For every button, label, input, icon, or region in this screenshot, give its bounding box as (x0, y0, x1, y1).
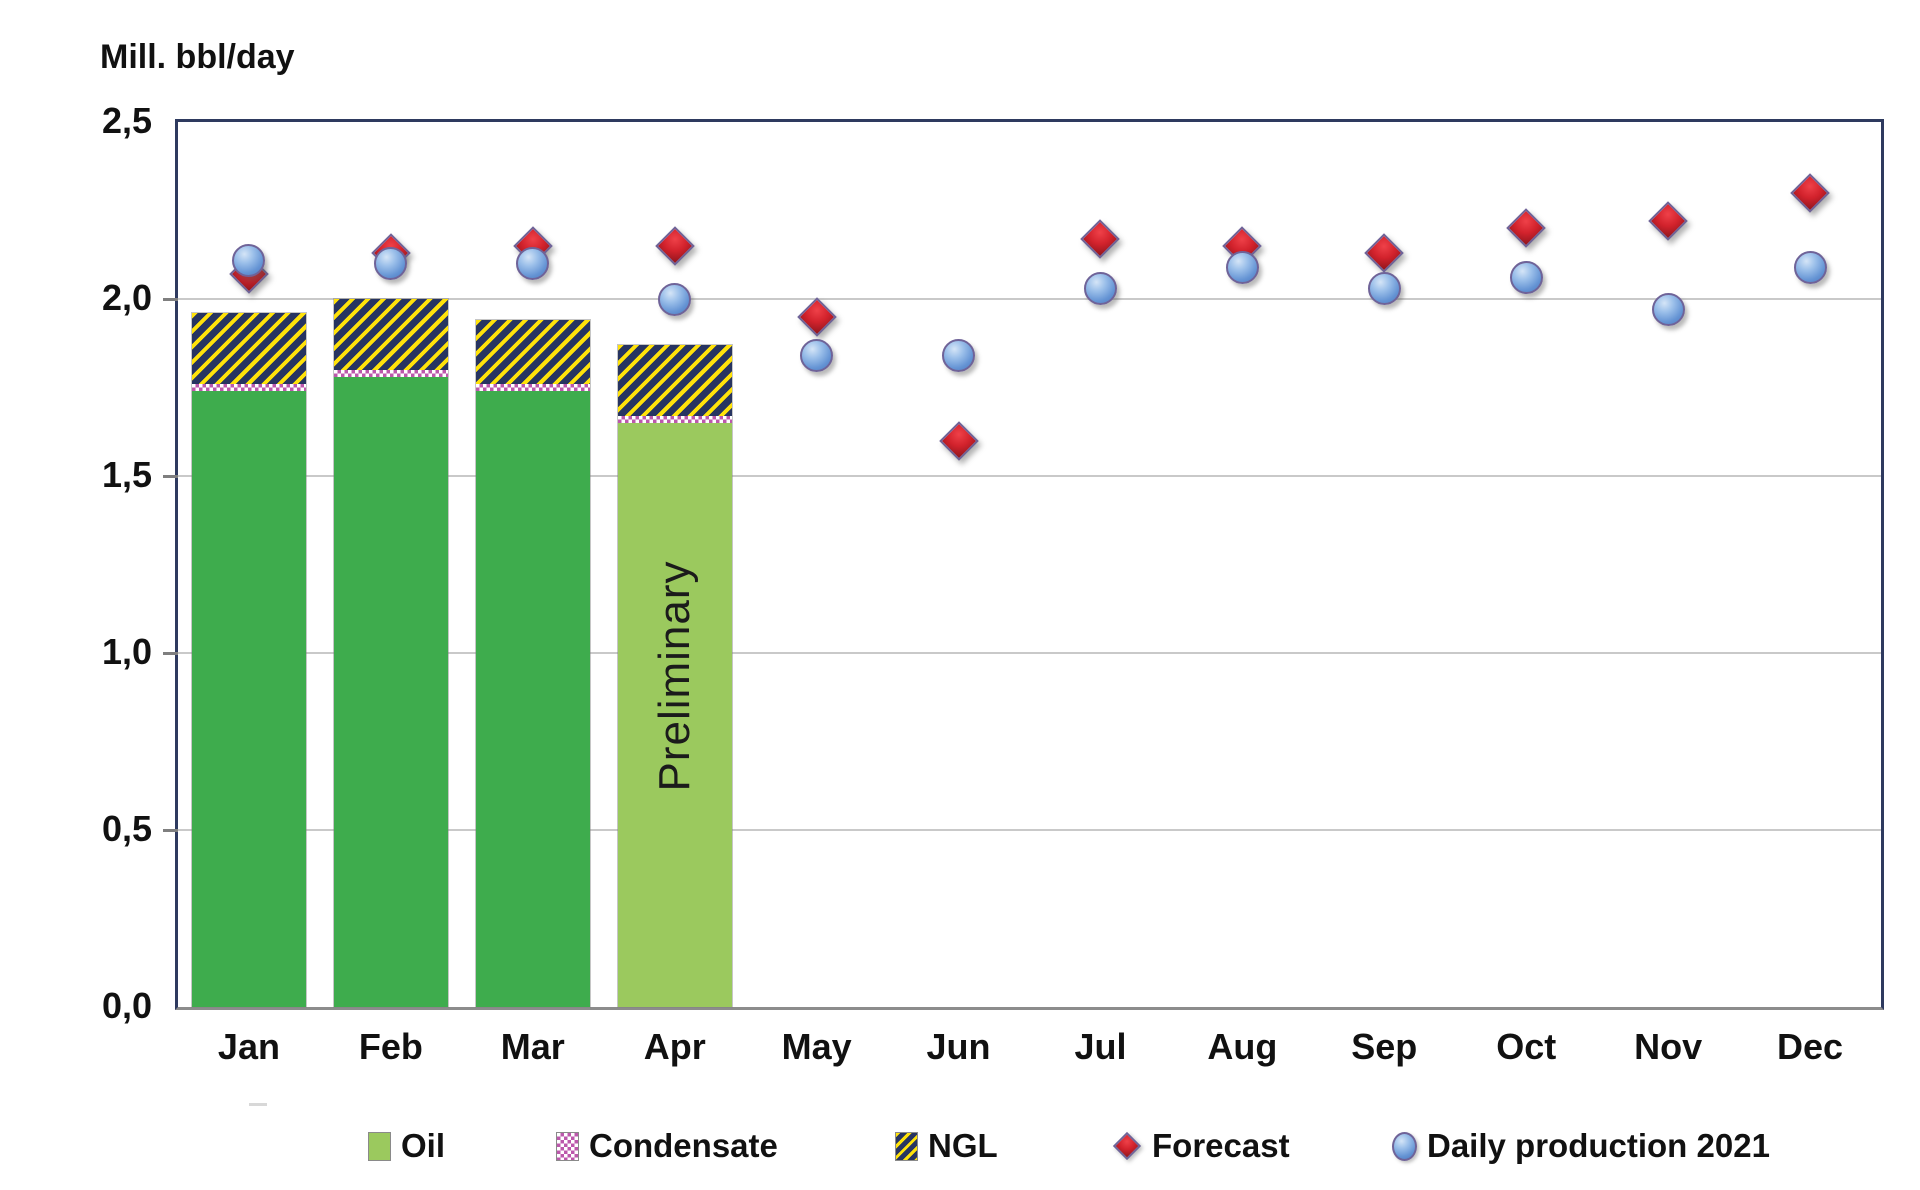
x-axis-label-Jun: Jun (926, 1026, 991, 1067)
bar-segment-ngl (191, 313, 306, 384)
forecast-marker-Jul (1080, 219, 1121, 259)
daily-production-circle-icon (1392, 1131, 1417, 1161)
y-axis-label-1,5: 1,5 (101, 454, 152, 496)
legend-label-ngl: NGL (928, 1127, 998, 1164)
daily-production-marker-Jun (942, 339, 976, 373)
forecast-diamond (1364, 233, 1405, 273)
x-axis-label-Oct: Oct (1496, 1026, 1557, 1067)
daily-production-marker-Aug (1225, 250, 1259, 284)
y-tick-mark (163, 475, 178, 478)
daily-production-marker-Dec (1793, 250, 1827, 284)
y-tick-mark (163, 829, 178, 832)
daily-production-marker-Feb (374, 247, 408, 281)
legend-item-oil: Oil (368, 1120, 445, 1172)
forecast-diamond (938, 420, 979, 461)
forecast-marker-Apr (654, 226, 695, 266)
bars-layer (178, 122, 1881, 1008)
x-axis-label-Dec: Dec (1777, 1026, 1844, 1067)
bar-segment-condensate (475, 383, 590, 392)
legend: Oil Condensate NGL Forecast Daily produc… (0, 1120, 1920, 1172)
x-axis-label-Jul: Jul (1074, 1026, 1127, 1067)
bar-segment-oil (191, 391, 306, 1007)
x-axis-label-Aug: Aug (1207, 1026, 1278, 1067)
x-axis-label-May: May (781, 1026, 852, 1067)
gridline-0,5 (178, 829, 1881, 831)
bar-Apr (616, 344, 733, 1008)
y-axis-label-2,5: 2,5 (101, 100, 152, 142)
legend-item-forecast: Forecast (1112, 1120, 1290, 1172)
y-axis-label-1,0: 1,0 (101, 631, 152, 673)
forecast-diamond (1080, 219, 1121, 259)
y-axis-unit-label: Mill. bbl/day (100, 38, 295, 76)
legend-item-daily-production: Daily production 2021 (1392, 1120, 1770, 1172)
gridline-1,0 (178, 652, 1881, 654)
gridline-1,5 (178, 475, 1881, 477)
bar-segment-oil (333, 376, 448, 1007)
forecast-diamond (1790, 172, 1830, 213)
markers-layer (178, 122, 1881, 1007)
gridlines-layer (178, 122, 1881, 1007)
bar-Mar (474, 319, 591, 1008)
forecast-diamond-icon (1112, 1131, 1142, 1161)
daily-production-marker-Jul (1083, 271, 1117, 305)
y-axis-label-0,0: 0,0 (101, 985, 152, 1027)
stray-tick-mark (249, 1103, 267, 1106)
y-tick-mark (163, 298, 178, 301)
bar-segment-condensate (617, 415, 732, 423)
legend-label-condensate: Condensate (589, 1127, 778, 1164)
bar-segment-oil (617, 422, 732, 1007)
x-axis-label-Feb: Feb (358, 1026, 423, 1067)
daily-production-marker-Mar (516, 247, 550, 281)
bar-segment-oil (475, 391, 590, 1007)
y-axis-label-2,0: 2,0 (101, 277, 152, 319)
legend-label-oil: Oil (401, 1127, 446, 1164)
bar-Feb (332, 298, 449, 1008)
daily-production-marker-Apr (658, 282, 692, 316)
forecast-marker-Dec (1790, 172, 1830, 213)
forecast-marker-Sep (1364, 233, 1405, 273)
y-tick-mark (163, 652, 178, 655)
legend-item-condensate: Condensate (556, 1120, 778, 1172)
forecast-marker-Oct (1506, 208, 1547, 248)
x-axis-label-Apr: Apr (643, 1026, 706, 1067)
forecast-diamond (1648, 201, 1688, 241)
legend-item-ngl: NGL (895, 1120, 998, 1172)
bar-segment-ngl (333, 299, 448, 370)
bar-segment-ngl (475, 320, 590, 384)
condensate-swatch-icon (556, 1131, 579, 1161)
forecast-diamond (654, 226, 695, 266)
legend-label-forecast: Forecast (1152, 1127, 1290, 1164)
ngl-swatch-icon (895, 1131, 918, 1161)
daily-production-marker-Jan (232, 243, 266, 277)
forecast-marker-Jun (938, 420, 979, 461)
bar-Jan (190, 312, 307, 1008)
preliminary-label: Preliminary (649, 560, 699, 792)
plot-area (175, 119, 1884, 1010)
y-axis-label-0,5: 0,5 (101, 808, 152, 850)
gridline-2,0 (178, 298, 1881, 300)
daily-production-marker-Sep (1367, 271, 1401, 305)
forecast-diamond (796, 296, 837, 337)
forecast-marker-Nov (1648, 201, 1688, 241)
forecast-marker-May (796, 296, 837, 337)
oil-swatch-icon (368, 1131, 391, 1161)
daily-production-marker-Nov (1651, 293, 1685, 327)
legend-label-daily-production: Daily production 2021 (1427, 1127, 1770, 1164)
bar-segment-condensate (191, 383, 306, 392)
x-axis-label-Mar: Mar (500, 1026, 565, 1067)
x-axis-label-Sep: Sep (1351, 1026, 1418, 1067)
x-axis-label-Jan: Jan (217, 1026, 280, 1067)
bar-segment-condensate (333, 369, 448, 377)
x-axis-label-Nov: Nov (1634, 1026, 1703, 1067)
bar-segment-ngl (617, 345, 732, 416)
daily-production-marker-May (800, 339, 834, 373)
forecast-diamond (1506, 208, 1547, 248)
daily-production-marker-Oct (1509, 261, 1543, 295)
